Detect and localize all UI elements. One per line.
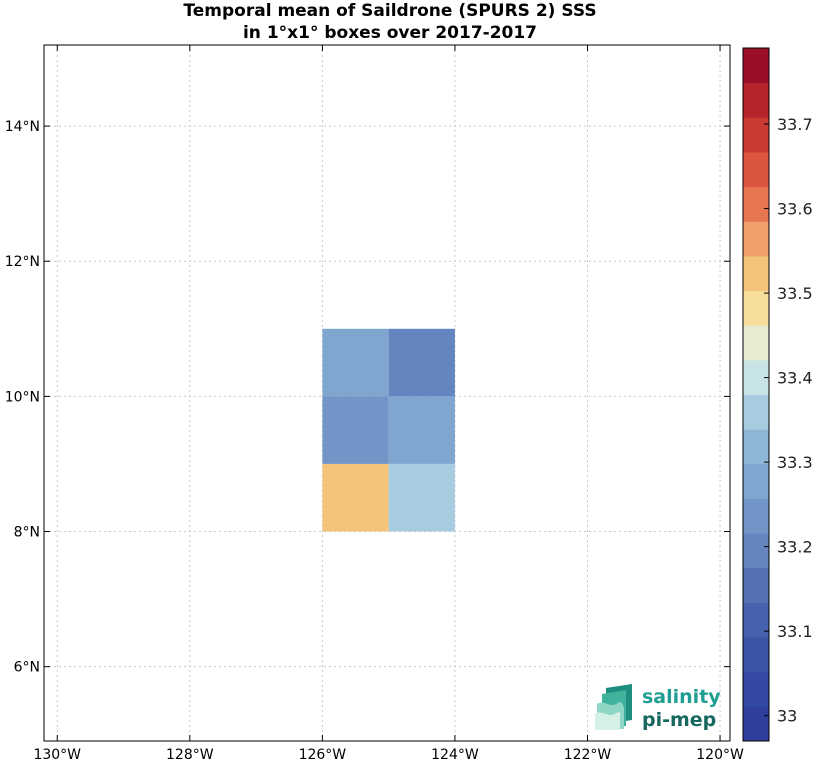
wave-logo-icon [595, 684, 632, 730]
colorbar-tick-labels: 33 33.1 33.2 33.3 33.4 33.5 33.6 33.7 [777, 115, 813, 726]
colorbar-segment [743, 671, 769, 707]
salinity-pi-mep-logo: salinity pi-mep [595, 684, 721, 731]
y-tick-label: 6°N [14, 660, 40, 676]
plot-frame [43, 44, 731, 742]
colorbar-segment [743, 48, 769, 84]
colorbar-segment [743, 498, 769, 534]
data-cell [388, 463, 455, 532]
colorbar-segment [743, 463, 769, 499]
colorbar-tick-label: 33.5 [777, 284, 813, 303]
y-tick-label: 12°N [5, 254, 40, 270]
data-cell [388, 328, 455, 397]
colorbar-segment [743, 637, 769, 673]
colorbar-tick-label: 33 [777, 707, 797, 726]
colorbar-segment [743, 82, 769, 118]
colorbar-segment [743, 290, 769, 326]
data-cells [322, 328, 455, 532]
axis-ticks [44, 45, 730, 741]
data-cell [322, 396, 389, 464]
chart-title-line1: Temporal mean of Saildrone (SPURS 2) SSS [183, 1, 597, 21]
colorbar-tick-label: 33.4 [777, 369, 813, 388]
x-tick-label: 120°W [696, 747, 744, 763]
x-tick-labels: 130°W 128°W 126°W 124°W 122°W 120°W [33, 747, 744, 763]
colorbar-segment [743, 117, 769, 153]
chart-title: Temporal mean of Saildrone (SPURS 2) SSS… [44, 0, 736, 44]
colorbar-segment [743, 602, 769, 638]
y-tick-label: 8°N [14, 525, 40, 541]
colorbar-segment [743, 567, 769, 603]
data-cell [322, 463, 389, 532]
x-tick-label: 126°W [299, 747, 347, 763]
colorbar-tick-label: 33.6 [777, 200, 813, 219]
x-tick-label: 130°W [33, 747, 81, 763]
x-tick-label: 128°W [166, 747, 214, 763]
colorbar [742, 47, 770, 742]
colorbar-tick-label: 33.7 [777, 115, 813, 134]
colorbar-segment [743, 706, 769, 742]
logo-word-salinity: salinity [642, 686, 721, 708]
colorbar-segment [743, 221, 769, 257]
colorbar-frame [742, 47, 770, 742]
colorbar-tick-label: 33.1 [777, 622, 813, 641]
data-cell [322, 328, 389, 397]
colorbar-segment [743, 394, 769, 430]
chart-title-line2: in 1°x1° boxes over 2017-2017 [242, 23, 538, 43]
colorbar-segment [743, 255, 769, 292]
y-tick-label: 14°N [5, 119, 40, 135]
y-tick-label: 10°N [5, 389, 40, 405]
colorbar-segment [743, 533, 769, 569]
colorbar-segment [743, 186, 769, 222]
colorbar-segment [743, 429, 769, 465]
grid-lines [44, 45, 730, 741]
y-tick-labels: 6°N 8°N 10°N 12°N 14°N [5, 119, 40, 676]
x-tick-label: 122°W [564, 747, 612, 763]
colorbar-segment [743, 151, 769, 188]
data-cell [388, 396, 455, 464]
logo-word-pi-mep: pi-mep [642, 709, 716, 731]
colorbar-segment [743, 325, 769, 361]
x-tick-label: 124°W [431, 747, 479, 763]
colorbar-tick-label: 33.2 [777, 538, 813, 557]
colorbar-tick-label: 33.3 [777, 453, 813, 472]
